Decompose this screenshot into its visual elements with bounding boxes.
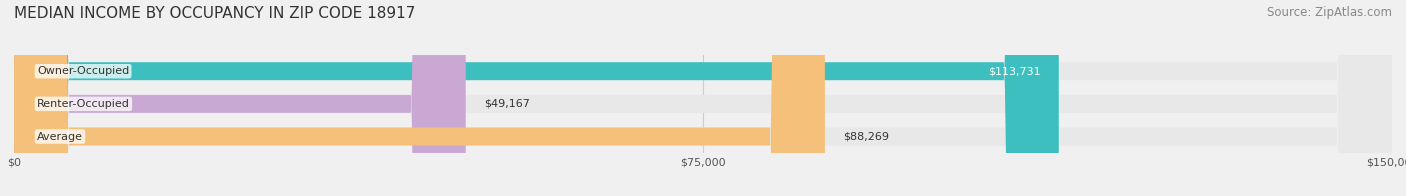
Text: Source: ZipAtlas.com: Source: ZipAtlas.com [1267, 6, 1392, 19]
Text: $88,269: $88,269 [844, 132, 889, 142]
FancyBboxPatch shape [14, 0, 825, 196]
Text: Average: Average [37, 132, 83, 142]
Text: MEDIAN INCOME BY OCCUPANCY IN ZIP CODE 18917: MEDIAN INCOME BY OCCUPANCY IN ZIP CODE 1… [14, 6, 415, 21]
FancyBboxPatch shape [14, 0, 465, 196]
FancyBboxPatch shape [14, 0, 1392, 196]
Text: $113,731: $113,731 [988, 66, 1040, 76]
FancyBboxPatch shape [14, 0, 1059, 196]
Text: Renter-Occupied: Renter-Occupied [37, 99, 129, 109]
Text: Owner-Occupied: Owner-Occupied [37, 66, 129, 76]
Text: $49,167: $49,167 [484, 99, 530, 109]
FancyBboxPatch shape [14, 0, 1392, 196]
FancyBboxPatch shape [14, 0, 1392, 196]
